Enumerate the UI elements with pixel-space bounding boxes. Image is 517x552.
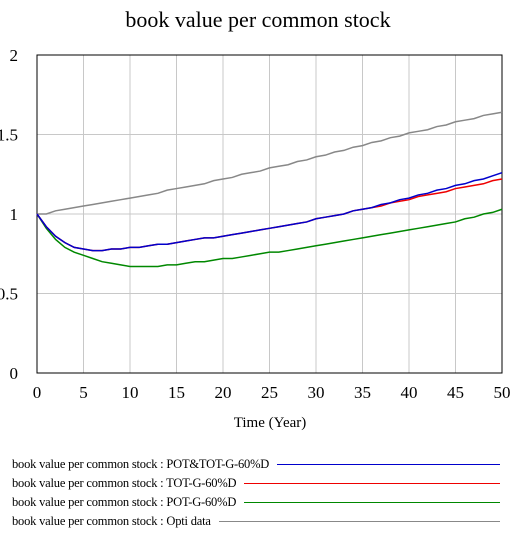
- series-layer: [36, 111, 503, 268]
- legend-item: book value per common stock : Opti data: [12, 512, 512, 531]
- legend: book value per common stock : POT&TOT-G-…: [12, 455, 512, 531]
- legend-label: book value per common stock : Opti data: [12, 514, 211, 528]
- chart: book value per common stock 0 5 10 15 20 25 30…: [0, 7, 511, 431]
- x-axis-label: Time (Year): [234, 415, 307, 431]
- grid: [37, 55, 502, 373]
- legend-label: book value per common stock : POT&TOT-G-…: [12, 457, 270, 471]
- x-tick-label: 25: [261, 383, 278, 402]
- series-line-3: [37, 111, 503, 215]
- y-tick-label: 1.5: [0, 126, 18, 145]
- legend-item: book value per common stock : TOT-G-60%D: [12, 474, 512, 493]
- x-tick-label: 5: [79, 383, 88, 402]
- x-tick-label: 20: [215, 383, 232, 402]
- y-tick-label: 0: [10, 364, 19, 383]
- chart-title: book value per common stock: [125, 7, 390, 32]
- legend-item: book value per common stock : POT-G-60%D: [12, 493, 512, 512]
- x-tick-label: 15: [168, 383, 185, 402]
- y-axis-ticks: 0 0.5 1 1.5 2: [0, 46, 18, 383]
- x-tick-label: 45: [447, 383, 464, 402]
- legend-swatch: [218, 521, 500, 522]
- x-tick-label: 40: [401, 383, 418, 402]
- legend-swatch: [244, 483, 500, 484]
- x-tick-label: 30: [308, 383, 325, 402]
- legend-item: book value per common stock : POT&TOT-G-…: [12, 455, 512, 474]
- series-line-0: [36, 171, 503, 252]
- legend-label: book value per common stock : TOT-G-60%D: [12, 476, 237, 490]
- legend-label: book value per common stock : POT-G-60%D: [12, 495, 237, 509]
- legend-swatch: [277, 464, 500, 465]
- y-tick-label: 0.5: [0, 285, 18, 304]
- y-tick-label: 2: [10, 46, 19, 65]
- x-tick-label: 10: [122, 383, 139, 402]
- x-tick-label: 35: [354, 383, 371, 402]
- x-tick-label: 50: [494, 383, 511, 402]
- x-axis-ticks: 0 5 10 15 20 25 30 35 40 45 50: [33, 383, 511, 402]
- x-tick-label: 0: [33, 383, 42, 402]
- y-tick-label: 1: [10, 205, 19, 224]
- legend-swatch: [244, 502, 500, 503]
- series-line-2: [36, 208, 503, 268]
